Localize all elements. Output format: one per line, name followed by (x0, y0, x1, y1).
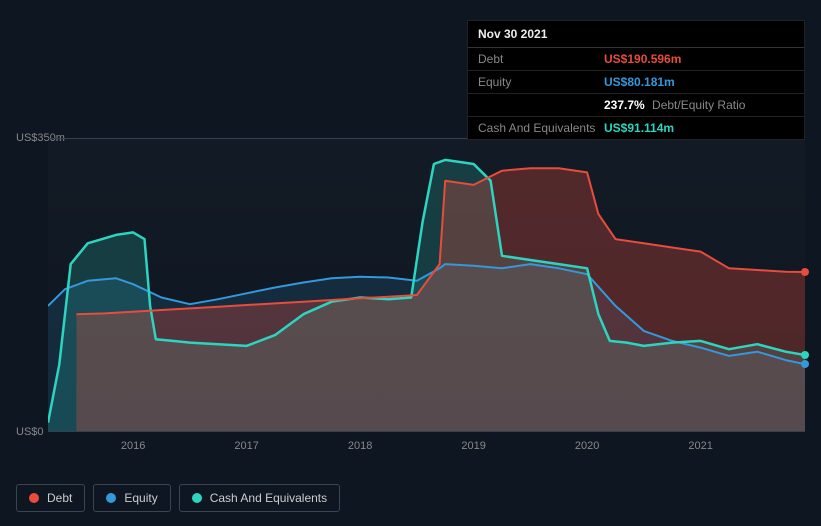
tooltip-ratio-suffix: Debt/Equity Ratio (652, 98, 745, 112)
tooltip-value-cash: US$91.114m (604, 121, 674, 135)
tooltip-row-equity: Equity US$80.181m (468, 71, 804, 94)
tooltip-value-ratio: 237.7% (604, 98, 645, 112)
tooltip-label-cash: Cash And Equivalents (478, 121, 604, 135)
legend-swatch-equity (106, 493, 116, 503)
x-tick: 2021 (688, 440, 712, 452)
x-tick: 2017 (234, 440, 258, 452)
x-tick: 2018 (348, 440, 372, 452)
tooltip-label-ratio (478, 98, 604, 112)
x-axis: 2016 2017 2018 2019 2020 2021 (48, 440, 805, 460)
legend-item-equity[interactable]: Equity (93, 484, 170, 512)
end-dot-debt (801, 268, 809, 276)
tooltip-row-debt: Debt US$190.596m (468, 48, 804, 71)
x-tick: 2016 (121, 440, 145, 452)
chart-container: Nov 30 2021 Debt US$190.596m Equity US$8… (16, 0, 805, 526)
tooltip-date: Nov 30 2021 (468, 21, 804, 48)
tooltip-value-equity: US$80.181m (604, 75, 675, 89)
tooltip-label-equity: Equity (478, 75, 604, 89)
legend-label-debt: Debt (47, 491, 72, 505)
plot-area[interactable] (48, 138, 805, 432)
legend: Debt Equity Cash And Equivalents (16, 484, 340, 512)
legend-item-debt[interactable]: Debt (16, 484, 85, 512)
legend-item-cash[interactable]: Cash And Equivalents (179, 484, 340, 512)
legend-label-cash: Cash And Equivalents (210, 491, 327, 505)
legend-swatch-debt (29, 493, 39, 503)
end-dot-equity (801, 360, 809, 368)
tooltip-row-ratio: 237.7% Debt/Equity Ratio (468, 94, 804, 117)
tooltip-box: Nov 30 2021 Debt US$190.596m Equity US$8… (467, 20, 805, 140)
end-dot-cash (801, 351, 809, 359)
chart-svg (48, 139, 805, 431)
x-tick: 2020 (575, 440, 599, 452)
x-tick: 2019 (461, 440, 485, 452)
tooltip-value-debt: US$190.596m (604, 52, 681, 66)
tooltip-row-cash: Cash And Equivalents US$91.114m (468, 117, 804, 139)
legend-swatch-cash (192, 493, 202, 503)
legend-label-equity: Equity (124, 491, 157, 505)
tooltip-label-debt: Debt (478, 52, 604, 66)
